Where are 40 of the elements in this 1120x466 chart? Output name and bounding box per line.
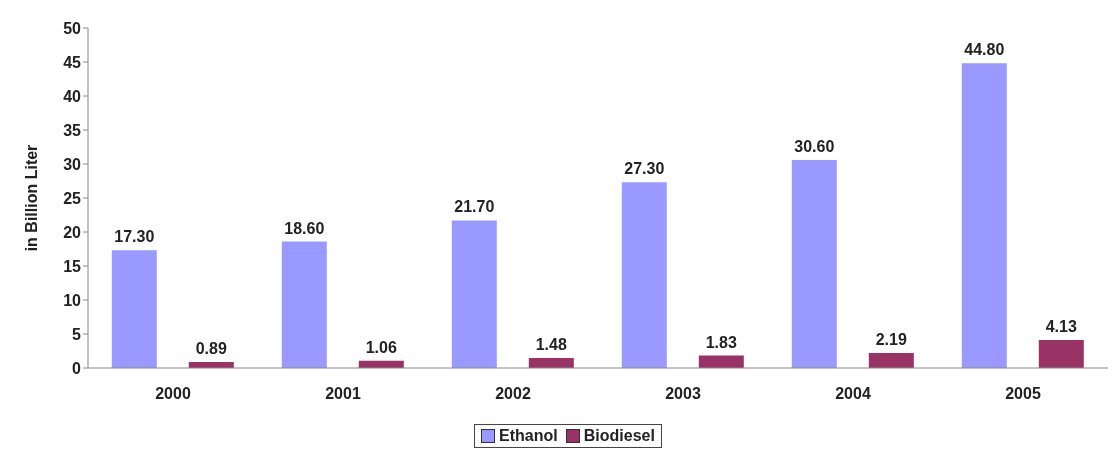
x-tick-label: 2004 [835, 385, 871, 403]
y-tick-label: 5 [72, 325, 82, 343]
y-tick-label: 25 [63, 189, 82, 207]
bar [111, 250, 157, 368]
data-label: 1.06 [365, 338, 397, 356]
bar [868, 353, 914, 368]
data-label: 1.48 [535, 335, 567, 353]
y-tick-label: 40 [63, 87, 82, 105]
x-tick-label: 2000 [155, 385, 191, 403]
bar [961, 63, 1007, 368]
y-tick-label: 30 [63, 155, 82, 173]
data-label: 0.89 [195, 339, 227, 357]
y-tick-label: 45 [63, 53, 82, 71]
data-label: 17.30 [114, 228, 155, 246]
data-label: 21.70 [454, 198, 495, 216]
x-tick-label: 2005 [1005, 385, 1041, 403]
data-label: 18.60 [284, 219, 325, 237]
y-tick-label: 50 [63, 19, 82, 37]
data-label: 1.83 [705, 333, 737, 351]
x-tick-label: 2001 [325, 385, 361, 403]
bar [451, 220, 497, 368]
data-label: 27.30 [624, 160, 665, 178]
y-tick-label: 0 [72, 359, 82, 377]
bar [281, 241, 327, 368]
legend-label: Biodiesel [582, 427, 655, 445]
y-axis-title: in Billion Liter [22, 144, 40, 252]
y-tick-label: 20 [63, 223, 82, 241]
data-label: 2.19 [875, 331, 907, 349]
y-tick-label: 10 [63, 291, 82, 309]
data-label: 30.60 [794, 137, 835, 155]
y-tick-label: 35 [63, 121, 82, 139]
bar [621, 182, 667, 368]
data-label: 44.80 [964, 41, 1005, 59]
x-tick-label: 2003 [665, 385, 701, 403]
bar [791, 159, 837, 368]
legend-label: Ethanol [498, 427, 558, 445]
y-tick-label: 15 [63, 257, 82, 275]
x-tick-label: 2002 [495, 385, 531, 403]
data-label: 4.13 [1045, 317, 1077, 335]
bar [1038, 339, 1084, 368]
